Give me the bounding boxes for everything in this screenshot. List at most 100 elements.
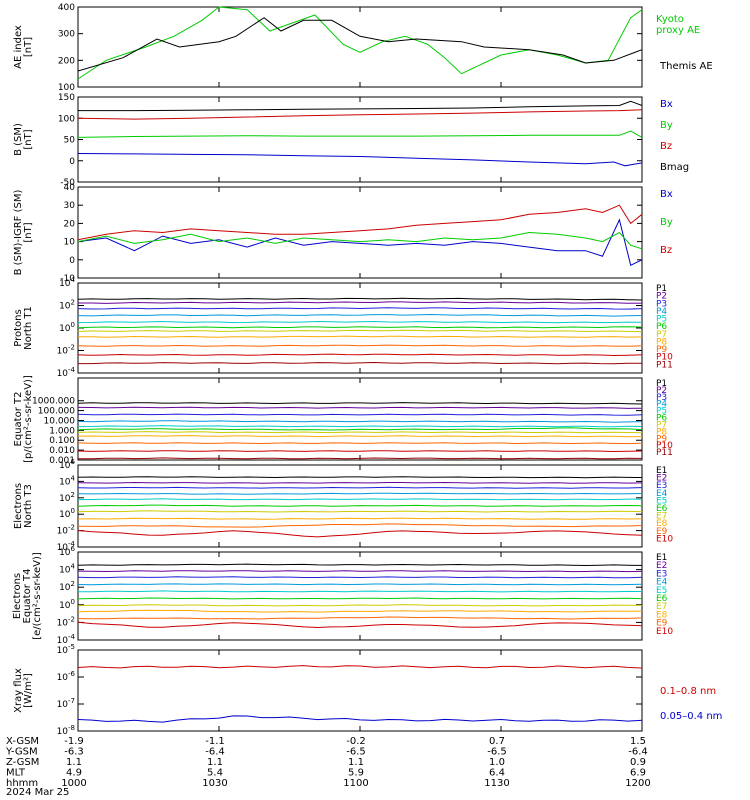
y-tick-label: 30 — [64, 201, 76, 211]
ephemeris-value: 4.9 — [66, 768, 82, 779]
legend-entry: P5 — [656, 315, 667, 325]
legend-entry: P8 — [656, 427, 667, 437]
y-tick-label: 10-8 — [57, 724, 75, 737]
legend-entry: 0.05–0.4 nm — [660, 711, 722, 722]
y-axis-label: North T3 — [23, 484, 34, 528]
series-line — [77, 344, 643, 347]
y-axis-label: Electrons — [12, 573, 23, 619]
y-tick-label: 0 — [69, 157, 75, 167]
y-tick-label: 200 — [58, 56, 75, 66]
series-line — [77, 6, 643, 80]
y-tick-label: 10-2 — [57, 344, 75, 357]
ephemeris-value: -1.9 — [64, 736, 84, 747]
y-tick-label: 10-7 — [57, 697, 75, 710]
y-tick-label: 1000.000 — [32, 397, 75, 407]
y-tick-label: 104 — [59, 474, 75, 487]
ephemeris-value: 0.7 — [489, 736, 505, 747]
legend-entry: P2 — [656, 386, 667, 396]
legend-entry: P3 — [656, 299, 667, 309]
y-axis-label: [e/(cm²-s-sr-keV)] — [32, 552, 43, 640]
legend-entry: 0.1–0.8 nm — [660, 686, 716, 697]
panel-frame — [77, 649, 643, 732]
legend-entry: Bx — [660, 99, 673, 110]
y-axis-label: B (SM)-IGRF (SM) — [13, 190, 24, 276]
ephemeris-row-label: MLT — [6, 768, 26, 779]
legend-entry: P11 — [656, 448, 673, 458]
y-axis-label: North T1 — [23, 306, 34, 350]
legend-entry: Bx — [660, 189, 673, 200]
ephemeris-value: 1.5 — [630, 736, 646, 747]
legend-entry: P6 — [656, 322, 667, 332]
legend-entry: E2 — [656, 474, 667, 484]
ephemeris-value: 1.1 — [348, 757, 364, 768]
ephemeris-value: -6.4 — [628, 747, 648, 758]
series-line — [77, 510, 643, 513]
legend-entry: E6 — [656, 594, 668, 604]
series-line — [77, 353, 643, 357]
y-axis-label: Xray flux — [13, 668, 24, 713]
panel-frame — [77, 96, 643, 183]
legend-entry: P11 — [656, 360, 673, 370]
ephemeris-value: 1100 — [343, 778, 368, 789]
panel-frame — [77, 377, 643, 461]
y-tick-label: 150 — [58, 93, 75, 103]
series-line — [77, 609, 643, 613]
legend-entry: P3 — [656, 393, 667, 403]
y-tick-label: 1.000 — [49, 426, 75, 436]
series-line — [77, 616, 643, 620]
series-line — [78, 100, 643, 112]
series-line — [77, 307, 643, 310]
y-tick-label: 0.010 — [49, 446, 75, 456]
y-tick-label: 50 — [64, 136, 76, 146]
legend-entry: P2 — [656, 292, 667, 302]
ephemeris-row-label: X-GSM — [6, 736, 39, 747]
legend-entry: Bmag — [660, 162, 689, 173]
legend-entry: P4 — [656, 307, 667, 317]
ephemeris-value: -0.2 — [346, 736, 366, 747]
legend-entry: By — [660, 120, 673, 131]
series-line — [77, 313, 643, 317]
series-line — [77, 523, 643, 528]
legend-entry: E1 — [656, 553, 667, 563]
series-line — [77, 231, 643, 250]
legend-entry: E3 — [656, 481, 667, 491]
y-axis-label: Electrons — [13, 483, 24, 529]
y-tick-label: 102 — [59, 299, 75, 312]
legend-entry: E8 — [656, 519, 668, 529]
y-tick-label: 300 — [58, 30, 75, 40]
series-line — [77, 530, 643, 538]
y-tick-label: 104 — [59, 276, 75, 289]
series-line — [77, 320, 643, 324]
legend-entry: P1 — [656, 379, 667, 389]
legend-entry: P8 — [656, 337, 667, 347]
legend-entry: Bz — [660, 245, 672, 256]
legend-entry: E5 — [656, 586, 667, 596]
series-line — [78, 301, 643, 304]
ephemeris-value: 1000 — [61, 778, 86, 789]
series-line — [77, 621, 643, 629]
series-line — [77, 329, 643, 333]
y-tick-label: 10-4 — [57, 540, 76, 553]
legend-entry: E4 — [656, 489, 668, 499]
series-line — [77, 517, 643, 520]
series-line — [77, 590, 643, 593]
legend-entry: P5 — [656, 407, 667, 417]
series-line — [77, 413, 643, 416]
ephemeris-value: 6.9 — [630, 768, 646, 779]
series-line — [77, 576, 643, 579]
y-tick-label: 10-6 — [57, 670, 76, 683]
y-tick-label: 10-2 — [57, 615, 75, 628]
legend-entry: P7 — [656, 330, 667, 340]
series-line — [77, 486, 643, 489]
ephemeris-value: 0.9 — [630, 757, 646, 768]
ephemeris-value: -6.4 — [205, 747, 225, 758]
ephemeris-value: 1200 — [625, 778, 650, 789]
series-line — [77, 297, 643, 301]
y-tick-label: 10-4 — [57, 366, 76, 379]
series-line — [78, 457, 643, 460]
ephemeris-value: 1.1 — [66, 757, 82, 768]
y-tick-label: 10.000 — [44, 416, 76, 426]
ephemeris-value: 6.4 — [489, 768, 505, 779]
series-line — [77, 481, 643, 484]
